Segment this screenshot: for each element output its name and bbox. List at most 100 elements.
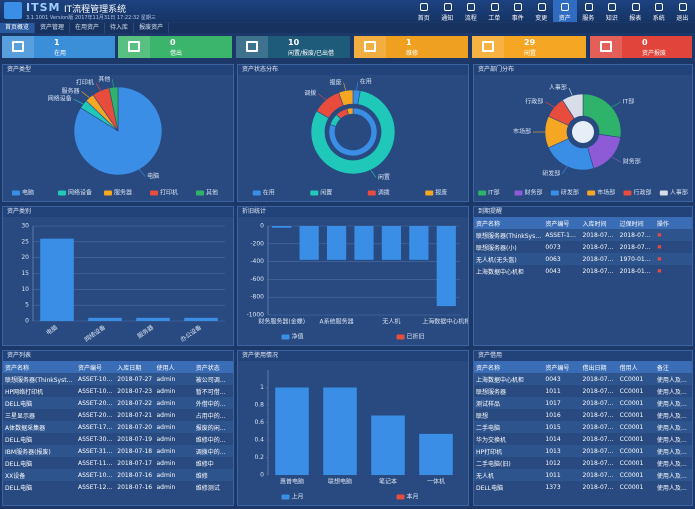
tab[interactable]: 资产管理	[35, 23, 71, 33]
delete-icon[interactable]: ✖	[656, 267, 662, 275]
panel: 资产借用 资产名称 资产编号 借出日期 借用人 备注 上海数据中心机柜 0043 2018-07…	[473, 350, 693, 506]
nav-icon	[561, 3, 569, 11]
stat-card[interactable]: 1 维修	[354, 36, 468, 58]
delete-icon[interactable]: ✖	[656, 243, 662, 251]
tab[interactable]: 在用资产	[70, 23, 106, 33]
card-label: 闲置/报废/已出借	[288, 50, 335, 57]
bar	[371, 415, 405, 475]
legend-swatch	[478, 190, 487, 196]
y-tick-label: 0	[25, 318, 29, 325]
nav-item[interactable]: 流程	[459, 0, 483, 22]
cell: 2018-07-23	[117, 387, 153, 395]
cell: 2018-07-22	[115, 397, 155, 409]
panel: 资产状态分布 在用 闲置 调拨 报废 在用 闲置 调拨 报废	[237, 64, 469, 202]
nav-item[interactable]: 退出	[671, 0, 695, 22]
header-cell: 资产名称	[3, 361, 76, 373]
table-row: 二手电脑(旧) 1012 2018-07-26 CC0001 使用人及借用	[474, 457, 692, 469]
tab[interactable]: 首页概览	[0, 23, 36, 33]
stat-card[interactable]: 29 闲置	[472, 36, 586, 58]
cell: 测试样品	[474, 397, 544, 409]
y-tick-label: 15	[21, 270, 29, 277]
tab[interactable]: 报废资产	[134, 23, 170, 33]
cell: 使用人及借用	[656, 436, 692, 444]
delete-icon[interactable]: ✖	[656, 255, 662, 263]
card-icon	[590, 36, 622, 58]
cell: 2018-07-21	[117, 411, 153, 419]
nav-label: 服务	[582, 15, 595, 22]
panel: 资产部门分布 IT部 财务部 研发部 市场部 行政部 人事部 IT部 财务部 研发部 市场部 行政部人…	[473, 64, 693, 202]
label-leader	[81, 91, 90, 98]
legend-swatch	[550, 190, 559, 196]
app-title: IT流程管理系统	[64, 5, 127, 15]
stat-card[interactable]: 0 资产报废	[590, 36, 692, 58]
legend-swatch	[587, 190, 596, 196]
slice	[310, 90, 396, 175]
card-icon	[236, 36, 268, 58]
cell: 报废的闲置报废	[193, 421, 233, 433]
bar	[326, 226, 347, 260]
slice-label: IT部	[623, 97, 634, 105]
y-tick-label: 10	[21, 286, 29, 293]
cell: ASSET-2012	[78, 411, 115, 419]
nav-item[interactable]: 知识	[600, 0, 624, 22]
bar	[88, 317, 122, 321]
stat-card[interactable]: 0 借出	[118, 36, 232, 58]
legend-swatch	[12, 190, 20, 196]
stat-card[interactable]: 1 在用	[2, 36, 115, 58]
panel-title: 资产使用情况	[238, 351, 468, 361]
legend-swatch	[281, 334, 290, 340]
cell: admin	[154, 373, 194, 385]
card-value: 0	[170, 38, 176, 47]
cell: DELL电脑	[3, 397, 76, 409]
nav-item[interactable]: 首页	[412, 0, 436, 22]
bar	[272, 226, 292, 228]
data-table: 资产名称 资产编号 借出日期 借用人 备注 上海数据中心机柜 0043 2018-07-26 C…	[474, 361, 692, 493]
nav-item[interactable]: 服务	[577, 0, 601, 22]
legend-swatch	[58, 190, 66, 196]
panel-title: 到期提醒	[474, 207, 692, 217]
label-leader	[611, 101, 621, 108]
label-leader	[561, 166, 568, 175]
nav-item[interactable]: 资产	[553, 0, 577, 22]
label-leader	[356, 82, 359, 91]
x-tick-label: 财务服务器(金蝶)	[258, 318, 305, 326]
nav-item[interactable]: 变更	[530, 0, 554, 22]
cell: 2018-07-26	[582, 411, 618, 419]
nav-item[interactable]: 系统	[647, 0, 671, 22]
cell: CC0001	[619, 387, 644, 395]
nav-label: 事件	[511, 15, 524, 22]
table-row: DELL电脑 ASSET-1273 2018-07-16 admin 维修测试	[3, 481, 233, 493]
slice-label: 研发部	[542, 169, 560, 177]
header-cell: 借用人	[617, 361, 655, 373]
nav-item[interactable]: 通知	[436, 0, 460, 22]
y-tick-label: 0.2	[254, 454, 264, 461]
panel-title: 资产状态分布	[238, 65, 468, 75]
label-leader	[95, 83, 101, 91]
cell: 2018-07-26	[582, 459, 618, 467]
nav-label: 工单	[488, 15, 501, 22]
table-row: DELL电脑 ASSET-1111 2018-07-17 admin 维修中	[3, 457, 233, 469]
legend-swatch	[104, 190, 112, 196]
tab[interactable]: 待入库	[105, 23, 135, 33]
stat-card[interactable]: 10 闲置/报废/已出借	[236, 36, 350, 58]
table-row: XX设备 ASSET-1002 2018-07-16 admin 维修	[3, 469, 233, 481]
delete-icon[interactable]: ✖	[656, 231, 662, 239]
bar	[136, 317, 170, 321]
nav-item[interactable]: 报表	[624, 0, 648, 22]
header-cell: 资产编号	[543, 217, 581, 229]
nav-item[interactable]: 事件	[506, 0, 530, 22]
nav-item[interactable]: 工单	[483, 0, 507, 22]
cell: 2018-07-26	[582, 483, 618, 491]
x-tick-label: 电脑	[45, 323, 59, 336]
legend-swatch	[150, 190, 158, 196]
y-tick-label: 0.4	[254, 437, 264, 444]
cell: 暂不可借出使用	[195, 388, 233, 396]
header-cell: 资产名称	[474, 217, 544, 229]
x-tick-label: A系统服务器	[320, 318, 354, 326]
header: ITSM IT流程管理系统 3.1.1001 Version版 2017年11月…	[0, 0, 695, 22]
cell: 2018-07-26	[580, 229, 618, 241]
legend-swatch	[281, 494, 290, 500]
